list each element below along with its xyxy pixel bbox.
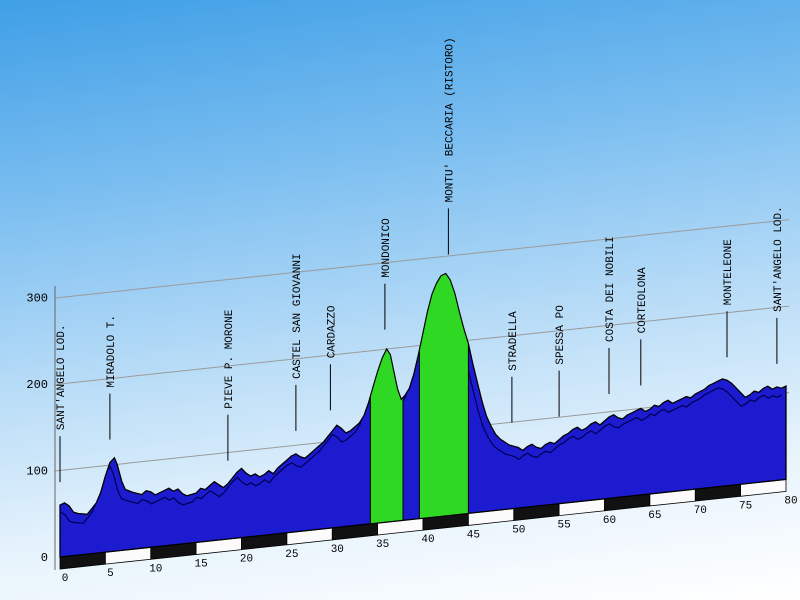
town-label: SPESSA PO <box>555 305 567 365</box>
town-label: COSTA DEI NOBILI <box>605 236 617 342</box>
town-label: PIEVE P. MORONE <box>224 309 236 408</box>
x-tick-label: 55 <box>557 520 570 532</box>
x-tick-label: 20 <box>240 554 253 566</box>
town-label: MIRADOLO T. <box>106 315 118 388</box>
y-tick-label: 200 <box>26 378 48 392</box>
town-label: CORTEOLONA <box>637 267 649 333</box>
x-tick-label: 0 <box>62 573 69 585</box>
x-tick-label: 50 <box>512 525 525 537</box>
climb-segment <box>369 348 404 525</box>
x-tick-label: 75 <box>739 500 752 512</box>
x-tick-label: 60 <box>603 515 616 527</box>
x-tick-label: 80 <box>784 495 797 507</box>
x-tick-label: 40 <box>421 534 434 546</box>
climb-segment <box>418 272 469 520</box>
town-label: MONTU' BECCARIA (RISTORO) <box>444 37 456 202</box>
x-tick-label: 45 <box>467 529 480 541</box>
x-tick-label: 30 <box>331 544 344 556</box>
x-tick-label: 10 <box>149 563 162 575</box>
x-tick-label: 15 <box>194 559 207 571</box>
town-label: STRADELLA <box>508 311 520 371</box>
y-tick-label: 300 <box>26 292 48 306</box>
town-label: SANT'ANGELO LOD. <box>773 206 785 312</box>
gridline-300 <box>54 219 790 299</box>
x-tick-label: 5 <box>107 568 114 580</box>
x-tick-label: 25 <box>285 549 298 561</box>
y-tick-label: 0 <box>41 551 48 565</box>
town-label: MONTELEONE <box>723 239 735 305</box>
x-tick-label: 65 <box>648 510 661 522</box>
x-tick-label: 70 <box>694 505 707 517</box>
town-label: MONDONICO <box>381 218 393 278</box>
y-tick-label: 100 <box>26 465 48 479</box>
town-label: CARDAZZO <box>326 305 338 358</box>
x-tick-label: 35 <box>376 539 389 551</box>
town-label: CASTEL SAN GIOVANNI <box>292 253 304 378</box>
town-label: SANT'ANGELO LOD. <box>56 324 68 430</box>
